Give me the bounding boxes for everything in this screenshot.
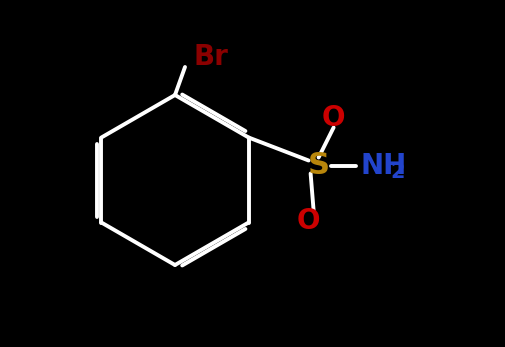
Text: 2: 2 (390, 161, 405, 181)
Text: S: S (308, 151, 330, 180)
Text: NH: NH (361, 152, 407, 179)
Text: Br: Br (193, 43, 228, 71)
Text: O: O (322, 103, 345, 132)
Text: O: O (297, 206, 320, 235)
